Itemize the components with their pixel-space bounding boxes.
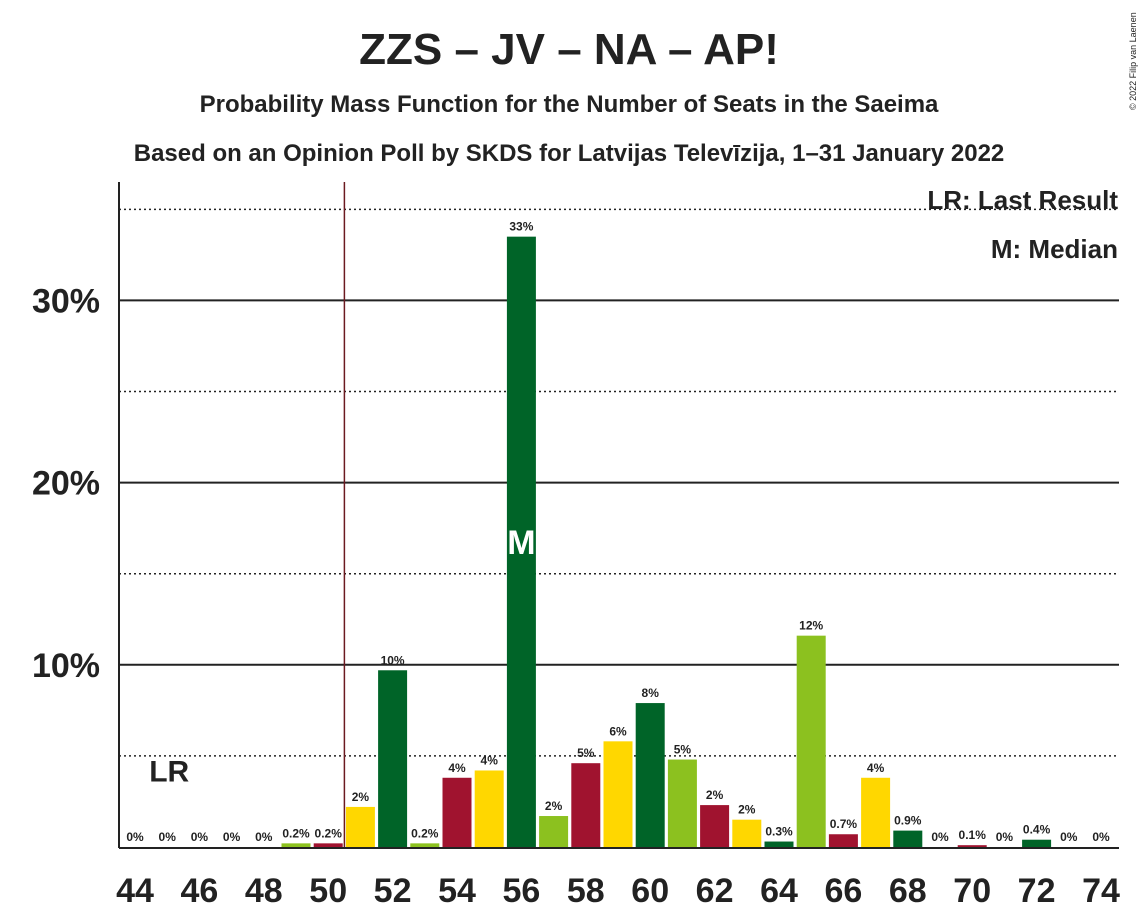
bar-seat-59 xyxy=(603,741,633,847)
x-tick-label: 58 xyxy=(567,872,605,910)
chart-subtitle-1: Probability Mass Function for the Number… xyxy=(200,91,939,118)
data-label-seat-49: 0.2% xyxy=(282,826,310,840)
bar-seat-62 xyxy=(700,805,730,847)
x-tick-label: 52 xyxy=(374,872,412,910)
bars xyxy=(281,236,1052,847)
y-axis-labels: 10% 20% 30% xyxy=(32,282,100,684)
y-tick-label: 30% xyxy=(32,282,100,320)
x-tick-label: 44 xyxy=(116,872,154,910)
chart-title: ZZS – JV – NA – AP! xyxy=(359,25,779,74)
data-label-seat-66: 0.7% xyxy=(830,817,858,831)
data-label-seat-64: 0.3% xyxy=(765,825,793,839)
bar-seat-55 xyxy=(474,770,504,847)
data-label-seat-44: 0% xyxy=(126,830,144,844)
bar-seat-64 xyxy=(764,841,794,847)
x-tick-label: 48 xyxy=(245,872,283,910)
data-label-seat-67: 4% xyxy=(867,761,885,775)
bar-seat-52 xyxy=(378,670,408,847)
x-tick-label: 72 xyxy=(1018,872,1056,910)
x-tick-label: 74 xyxy=(1082,872,1120,910)
data-label-seat-46: 0% xyxy=(191,830,209,844)
data-label-seat-72: 0.4% xyxy=(1023,823,1051,837)
bar-seat-66 xyxy=(828,834,858,847)
bar-seat-60 xyxy=(635,703,665,847)
x-tick-label: 64 xyxy=(760,872,798,910)
gridlines xyxy=(119,208,1119,757)
data-label-seat-48: 0% xyxy=(255,830,273,844)
x-tick-label: 46 xyxy=(180,872,218,910)
data-label-seat-61: 5% xyxy=(674,743,692,757)
x-tick-label: 54 xyxy=(438,872,476,910)
data-label-seat-56: 33% xyxy=(509,220,533,234)
bar-seat-51 xyxy=(345,806,375,847)
x-tick-label: 62 xyxy=(696,872,734,910)
x-tick-label: 50 xyxy=(309,872,347,910)
x-tick-label: 68 xyxy=(889,872,927,910)
bar-seat-56 xyxy=(506,236,536,847)
x-tick-label: 60 xyxy=(631,872,669,910)
data-label-seat-59: 6% xyxy=(609,724,627,738)
x-tick-label: 70 xyxy=(953,872,991,910)
data-label-seat-60: 8% xyxy=(642,686,660,700)
y-tick-label: 10% xyxy=(32,647,100,685)
last-result-marker: LR xyxy=(149,755,189,788)
data-label-seat-57: 2% xyxy=(545,799,563,813)
data-label-seat-65: 12% xyxy=(799,619,823,633)
data-label-seat-52: 10% xyxy=(381,653,405,667)
data-label-seat-68: 0.9% xyxy=(894,814,922,828)
data-label-seat-54: 4% xyxy=(448,761,466,775)
data-label-seat-51: 2% xyxy=(352,790,370,804)
bar-seat-72 xyxy=(1022,839,1052,847)
bar-seat-70 xyxy=(957,845,987,847)
data-label-seat-71: 0% xyxy=(996,830,1014,844)
data-label-seat-70: 0.1% xyxy=(959,828,987,842)
legend-last-result: LR: Last Result xyxy=(927,185,1118,215)
bar-seat-53 xyxy=(410,843,440,847)
data-label-seat-74: 0% xyxy=(1092,830,1110,844)
bar-seat-65 xyxy=(796,635,826,847)
data-label-seat-47: 0% xyxy=(223,830,241,844)
x-axis-labels: 44 46 48 50 52 54 56 58 60 62 64 66 68 70 72 74 xyxy=(116,872,1120,910)
median-marker: M xyxy=(507,524,535,562)
x-tick-label: 66 xyxy=(824,872,862,910)
data-label-seat-63: 2% xyxy=(738,803,756,817)
chart-subtitle-2: Based on an Opinion Poll by SKDS for Lat… xyxy=(134,140,1005,167)
y-tick-label: 20% xyxy=(32,465,100,503)
data-label-seat-50: 0.2% xyxy=(315,826,343,840)
legend-median: M: Median xyxy=(991,234,1118,264)
data-labels: 0% 0% 0% 0% 0% 0.2% 0.2% 2% 10% 0.2% 4% 4% 33% 2% 5% 6%… xyxy=(126,220,1110,844)
data-label-seat-73: 0% xyxy=(1060,830,1078,844)
bar-seat-58 xyxy=(571,763,601,847)
data-label-seat-45: 0% xyxy=(159,830,177,844)
copyright-note: © 2022 Filip van Laenen xyxy=(1128,12,1138,110)
data-label-seat-69: 0% xyxy=(931,830,949,844)
bar-seat-49 xyxy=(281,843,311,847)
bar-seat-63 xyxy=(732,819,762,847)
data-label-seat-62: 2% xyxy=(706,788,724,802)
data-label-seat-53: 0.2% xyxy=(411,826,439,840)
data-label-seat-55: 4% xyxy=(481,753,499,767)
x-tick-label: 56 xyxy=(502,872,540,910)
bar-seat-50 xyxy=(313,843,343,847)
bar-seat-61 xyxy=(667,759,697,847)
bar-seat-67 xyxy=(861,777,891,847)
bar-seat-68 xyxy=(893,830,923,847)
bar-seat-54 xyxy=(442,777,472,847)
bar-seat-57 xyxy=(539,816,569,847)
data-label-seat-58: 5% xyxy=(577,746,595,760)
